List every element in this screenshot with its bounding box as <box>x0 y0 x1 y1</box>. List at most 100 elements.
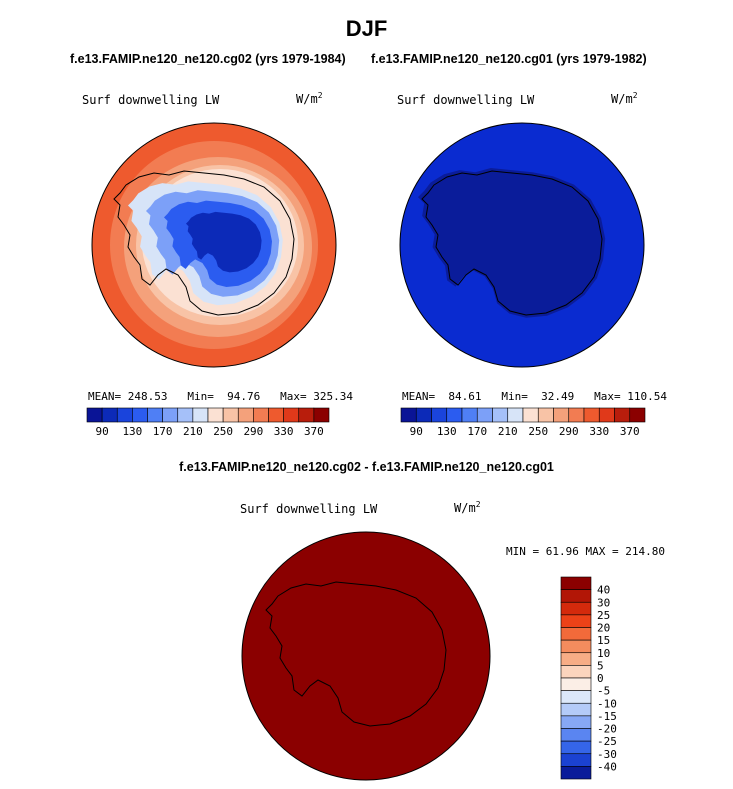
panel1-units: W/m2 <box>296 91 323 106</box>
panel2-colorbar-swatch <box>522 407 539 423</box>
panel2-colorbar-swatch <box>568 407 585 423</box>
panel3-colorbar-tick-label: 5 <box>597 659 604 672</box>
panel2-colorbar-swatch <box>461 407 478 423</box>
panel1-colorbar-swatch <box>86 407 103 423</box>
panel3-colorbar-tick-label: 30 <box>597 596 610 609</box>
panel3-colorbar-swatch <box>560 677 592 691</box>
panel1-colorbar-swatch <box>283 407 300 423</box>
panel1-colorbar-tick-label: 130 <box>122 425 142 438</box>
panel2-colorbar-tick-label: 290 <box>559 425 579 438</box>
panel3-colorbar-swatch <box>560 576 592 590</box>
panel3-units: W/m2 <box>454 500 481 515</box>
panel3-colorbar-swatch <box>560 728 592 742</box>
panel2-colorbar-tick-label: 170 <box>467 425 487 438</box>
panel1-colorbar-tick-label: 90 <box>96 425 109 438</box>
panel1-colorbar-swatch <box>162 407 179 423</box>
panel1-colorbar-swatch <box>147 407 163 423</box>
panel2-units: W/m2 <box>611 91 638 106</box>
panel2-colorbar-swatch <box>598 407 615 423</box>
p1-map-border <box>91 122 337 368</box>
panel3-colorbar-tick-label: -30 <box>597 748 617 761</box>
panel3-colorbar-tick-label: -5 <box>597 685 610 698</box>
panel2-field <box>400 123 644 367</box>
panel3-variable-label: Surf downwelling LW <box>240 502 378 516</box>
diff-header: f.e13.FAMIP.ne120_ne120.cg02 - f.e13.FAM… <box>179 460 554 474</box>
panel2-colorbar-swatch <box>431 407 448 423</box>
p3-field <box>241 531 491 781</box>
panel1-colorbar-swatch <box>268 407 284 423</box>
panel2-colorbar-swatch <box>614 407 631 423</box>
panel3-colorbar-swatch <box>560 639 592 654</box>
panel3-colorbar-swatch <box>560 753 592 767</box>
panel2-colorbar-tick-label: 90 <box>410 425 423 438</box>
panel3-colorbar-swatch <box>560 740 592 755</box>
panel3-stats: MIN = 61.96 MAX = 214.80 <box>506 545 665 558</box>
panel1-colorbar-swatch <box>313 407 330 423</box>
panel3-colorbar-swatch <box>560 702 592 717</box>
panel2-variable-label: Surf downwelling LW <box>397 93 535 107</box>
panel1-colorbar-swatch <box>101 407 118 423</box>
panel2-colorbar-swatch <box>400 407 417 423</box>
panel2-colorbar-tick-label: 250 <box>528 425 548 438</box>
panel1-field <box>92 123 336 367</box>
panel2-colorbar-swatch <box>415 407 432 423</box>
panel3-colorbar-swatch <box>560 589 592 603</box>
panel1-colorbar-swatch <box>192 407 209 423</box>
p2-map-border <box>399 122 645 368</box>
panel3-colorbar-tick-label: -25 <box>597 735 617 748</box>
panel2-colorbar-tick-label: 210 <box>498 425 518 438</box>
panel1-colorbar-swatch <box>177 407 194 423</box>
panel1-colorbar-swatch <box>253 407 269 423</box>
panel3-colorbar-tick-label: -10 <box>597 697 617 710</box>
panel2-colorbar: 90 130 170 210 250 290 330 370 <box>400 407 646 438</box>
panel1-colorbar-tick-label: 290 <box>243 425 263 438</box>
panel2-colorbar-swatch <box>629 407 646 423</box>
right-run-header: f.e13.FAMIP.ne120_ne120.cg01 (yrs 1979-1… <box>371 52 647 66</box>
panel3-colorbar-swatch <box>560 614 592 628</box>
panel1-stats: MEAN= 248.53 Min= 94.76 Max= 325.34 <box>88 390 353 403</box>
panel1-colorbar-swatch <box>116 407 133 423</box>
left-run-header: f.e13.FAMIP.ne120_ne120.cg02 (yrs 1979-1… <box>70 52 346 66</box>
panel3-colorbar-swatch <box>560 766 592 780</box>
panel1-colorbar-swatch <box>237 407 254 423</box>
panel2-colorbar-tick-label: 370 <box>620 425 640 438</box>
panel1-colorbar-swatch <box>132 407 148 423</box>
panel3-colorbar-tick-label: -40 <box>597 760 617 773</box>
panel1-colorbar-swatch <box>207 407 224 423</box>
panel1-colorbar-tick-label: 210 <box>183 425 203 438</box>
panel2-colorbar-tick-label: 130 <box>437 425 457 438</box>
panel1-colorbar-swatch <box>298 407 315 423</box>
panel1-colorbar: 90 130 170 210 250 290 330 370 <box>86 407 330 438</box>
panel3-colorbar-tick-label: -20 <box>597 723 617 736</box>
panel1-colorbar-tick-label: 370 <box>304 425 324 438</box>
panel2-map <box>400 123 644 367</box>
panel3-colorbar-tick-label: 0 <box>597 672 604 685</box>
panel1-variable-label: Surf downwelling LW <box>82 93 220 107</box>
panel1-colorbar-tick-label: 170 <box>153 425 173 438</box>
panel3-colorbar-tick-label: 20 <box>597 622 610 635</box>
panel3-colorbar-swatch <box>560 715 592 729</box>
panel1-colorbar-tick-label: 250 <box>213 425 233 438</box>
panel3-colorbar-swatch <box>560 652 592 666</box>
panel1-map <box>92 123 336 367</box>
panel3-colorbar-swatch <box>560 690 592 704</box>
panel3-colorbar-swatch <box>560 601 592 616</box>
panel2-colorbar-swatch <box>583 407 600 423</box>
figure-title: DJF <box>345 16 388 41</box>
panel2-colorbar-swatch <box>446 407 463 423</box>
panel2-colorbar-swatch <box>492 407 509 423</box>
panel3-map <box>241 531 491 781</box>
panel3-colorbar-tick-label: 40 <box>597 584 610 597</box>
panel3-colorbar-swatch <box>560 665 592 679</box>
panel2-colorbar-swatch <box>553 407 570 423</box>
panel2-stats: MEAN= 84.61 Min= 32.49 Max= 110.54 <box>402 390 667 403</box>
panel3-colorbar-tick-label: 10 <box>597 647 610 660</box>
panel2-colorbar-swatch <box>507 407 524 423</box>
panel2-colorbar-swatch <box>476 407 493 423</box>
panel1-colorbar-tick-label: 330 <box>274 425 294 438</box>
panel2-colorbar-tick-label: 330 <box>589 425 609 438</box>
panel3-colorbar-tick-label: -15 <box>597 710 617 723</box>
panel3-colorbar-tick-label: 15 <box>597 634 610 647</box>
panel1-colorbar-swatch <box>222 407 239 423</box>
